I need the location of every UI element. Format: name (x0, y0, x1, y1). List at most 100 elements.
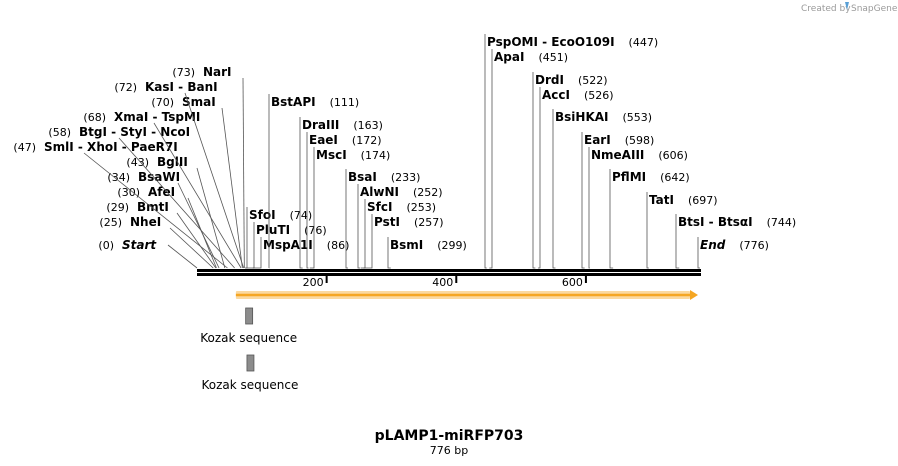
ruler-tick-mark (584, 276, 587, 283)
site-name: EarI (584, 133, 611, 147)
site-name: PspOMI - EcoO109I (487, 35, 615, 49)
site-name: Start (122, 238, 157, 252)
map-length: 776 bp (430, 444, 468, 457)
site-position: (598) (625, 134, 655, 147)
backbone-top-strand (197, 269, 701, 272)
site-name: SfcI (367, 200, 392, 214)
site-bsihkai: BsiHKAI (553) (552, 109, 653, 269)
site-leader-line (588, 147, 590, 269)
site-draiii: DraIII (163) (299, 117, 383, 269)
site-name: BmtI (137, 200, 169, 214)
site-leader-line (345, 169, 349, 269)
site-msci: MscI (174) (309, 147, 391, 269)
site-leader-line (153, 122, 242, 269)
site-leader-line (537, 87, 541, 269)
site-name: DraIII (302, 118, 339, 132)
site-name: BsaI (348, 170, 377, 184)
site-position: (252) (413, 186, 443, 199)
site-leader-line (363, 214, 373, 269)
site-name: PflMI (612, 170, 646, 184)
feature-box (245, 307, 254, 325)
site-start: (0) Start (98, 238, 198, 269)
site-name: SfoI (249, 208, 276, 222)
site-leader-line (252, 237, 262, 269)
site-leader-line (675, 214, 680, 269)
ruler-tick-label: 200 (303, 276, 324, 289)
site-leader-line (581, 132, 585, 269)
site-name: BstAPI (271, 95, 316, 109)
site-position: (697) (688, 194, 718, 207)
site-eari: EarI (598) (581, 132, 655, 269)
site-position: (172) (352, 134, 382, 147)
site-acci: AccI (526) (537, 87, 614, 269)
site-leader-line (484, 34, 487, 269)
ruler-tick-mark (455, 276, 458, 283)
backbone (197, 269, 701, 276)
site-leader-line (118, 137, 235, 269)
site-leader-line (299, 117, 303, 269)
site-position: (253) (406, 201, 436, 214)
site-leader-line (552, 109, 556, 269)
site-leader-line (532, 72, 536, 269)
feature-label: Kozak sequence (200, 331, 297, 345)
site-pflmi: PflMI (642) (609, 169, 690, 269)
site-position: (43) (126, 156, 149, 169)
site-position: (34) (107, 171, 130, 184)
site-position: (70) (151, 96, 174, 109)
site-position: (73) (172, 66, 195, 79)
site-position: (58) (48, 126, 71, 139)
site-nhei: (25) NheI (99, 215, 214, 269)
map-title: pLAMP1-miRFP703 (375, 428, 524, 444)
credit-text: Created by (801, 4, 851, 14)
site-sfci: SfcI (253) (360, 199, 436, 269)
site-position: (76) (304, 224, 327, 237)
site-smai: (70) SmaI (151, 95, 243, 269)
site-tati: TatI (697) (646, 192, 718, 269)
site-leader-line (387, 237, 391, 269)
site-position: (174) (361, 149, 391, 162)
site-position: (744) (767, 216, 797, 229)
site-xmai: (68) XmaI - TspMI (83, 110, 242, 269)
site-name: SmaI (182, 95, 216, 109)
site-pluti: PluTI (76) (246, 222, 327, 269)
site-btsi: BtsI - BtsαI (744) (675, 214, 797, 269)
orf-arrowhead-icon (690, 290, 698, 300)
feature-kozak-sequence: Kozak sequence (200, 307, 297, 345)
site-position: (776) (739, 239, 769, 252)
site-name: BtsI - BtsαI (678, 215, 753, 229)
site-name: SmlI - XhoI - PaeR7I (44, 140, 178, 154)
site-leader-line (360, 199, 366, 269)
site-leader-line (177, 182, 220, 269)
site-position: (72) (114, 81, 137, 94)
site-leader-line (306, 132, 309, 269)
orf-arrow (235, 290, 698, 300)
site-name: TatI (649, 193, 674, 207)
site-name: PluTI (256, 223, 290, 237)
site-end: End (776) (697, 237, 769, 269)
site-leader-line (246, 222, 255, 269)
site-leader-line (357, 184, 361, 269)
site-psti: PstI (257) (363, 214, 444, 269)
site-name: BsiHKAI (555, 110, 609, 124)
site-name: AlwNI (360, 185, 399, 199)
site-name: EaeI (309, 133, 338, 147)
site-name: NmeAIII (591, 148, 644, 162)
site-btgi: (58) BtgI - StyI - NcoI (48, 125, 235, 269)
credit-brand: SnapGene (851, 4, 898, 14)
site-leader-line (489, 49, 493, 269)
site-leader-line (167, 244, 198, 269)
site-leader-line (242, 77, 245, 269)
site-pspomi: PspOMI - EcoO109I (447) (484, 34, 658, 269)
site-nmeaiii: NmeAIII (606) (588, 147, 688, 269)
site-leader-line (221, 107, 243, 269)
feature-box (246, 354, 255, 372)
site-name: AccI (542, 88, 570, 102)
site-eaei: EaeI (172) (306, 132, 382, 269)
site-position: (25) (99, 216, 122, 229)
ruler-tick-label: 600 (562, 276, 583, 289)
site-name: End (700, 238, 726, 252)
site-position: (553) (623, 111, 653, 124)
restriction-sites: (0) Start(25) NheI(29) BmtI(30) AfeI (34) BsaW… (13, 34, 797, 269)
site-kasi: (72) KasI - BanI (114, 80, 245, 269)
ruler-tick-label: 400 (432, 276, 453, 289)
